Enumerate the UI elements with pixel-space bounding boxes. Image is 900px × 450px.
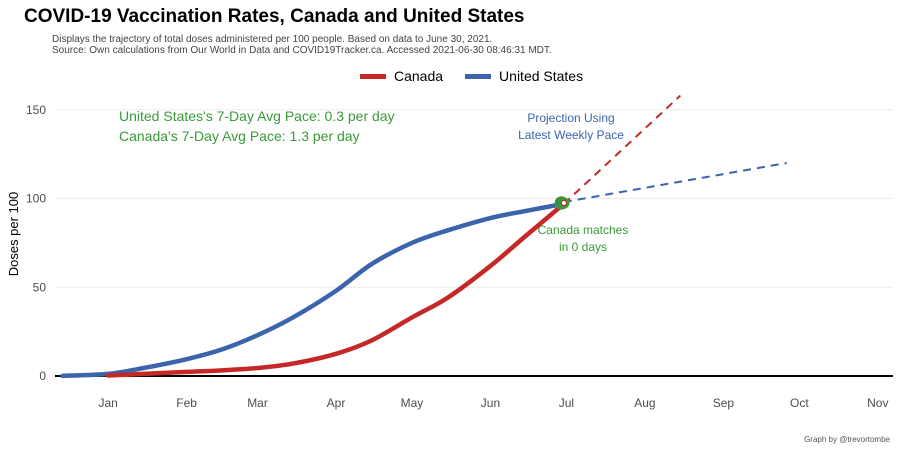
x-tick-label-aug: Aug <box>634 396 655 410</box>
series-line-united-states <box>60 201 567 379</box>
legend-label-united-states: United States <box>499 68 584 84</box>
projection-line-united-states <box>563 162 787 204</box>
chart-subtitle: Displays the trajectory of total doses a… <box>52 34 552 56</box>
x-tick-label-jun: Jun <box>481 396 500 410</box>
x-tick-label-jul: Jul <box>559 396 574 410</box>
annotation-matches-line-1: Canada matches <box>538 223 629 237</box>
subtitle-line-2: Source: Own calculations from Our World … <box>52 45 552 56</box>
x-tick-label-apr: Apr <box>327 396 346 410</box>
legend-key-united-states <box>465 73 492 79</box>
x-tick-label-nov: Nov <box>867 396 888 410</box>
annotation-canada-pace: Canada's 7-Day Avg Pace: 1.3 per day <box>119 128 360 144</box>
chart-caption: Graph by @trevortombe <box>804 435 890 444</box>
x-tick-label-mar: Mar <box>247 396 268 410</box>
annotation-projection-line-2: Latest Weekly Pace <box>518 128 624 142</box>
endpoint-marker-center <box>561 200 566 205</box>
legend-item-united-states: United States <box>465 68 583 84</box>
x-tick-label-oct: Oct <box>790 396 809 410</box>
legend-label-canada: Canada <box>394 68 444 84</box>
chart-title: COVID-19 Vaccination Rates, Canada and U… <box>24 6 525 27</box>
annotation-projection-line-1: Projection Using <box>527 111 614 125</box>
legend-item-canada: Canada <box>360 68 443 84</box>
subtitle-line-1: Displays the trajectory of total doses a… <box>52 34 493 45</box>
x-tick-label-feb: Feb <box>176 396 197 410</box>
x-tick-label-sep: Sep <box>713 396 735 410</box>
annotation-us-pace: United States's 7-Day Avg Pace: 0.3 per … <box>119 108 395 124</box>
y-tick-label-0: 0 <box>39 369 46 383</box>
legend-key-canada <box>360 73 386 79</box>
y-tick-label-150: 150 <box>26 103 46 117</box>
chart-legend: Canada United States <box>360 68 605 84</box>
projection-line-canada <box>563 94 682 205</box>
y-tick-label-50: 50 <box>33 280 47 294</box>
annotation-matches-line-2: in 0 days <box>559 240 607 254</box>
y-tick-label-100: 100 <box>26 192 46 206</box>
x-tick-label-jan: Jan <box>98 396 117 410</box>
x-tick-label-may: May <box>401 396 424 410</box>
series-line-canada <box>105 201 567 378</box>
y-axis-title: Doses per 100 <box>6 192 21 277</box>
